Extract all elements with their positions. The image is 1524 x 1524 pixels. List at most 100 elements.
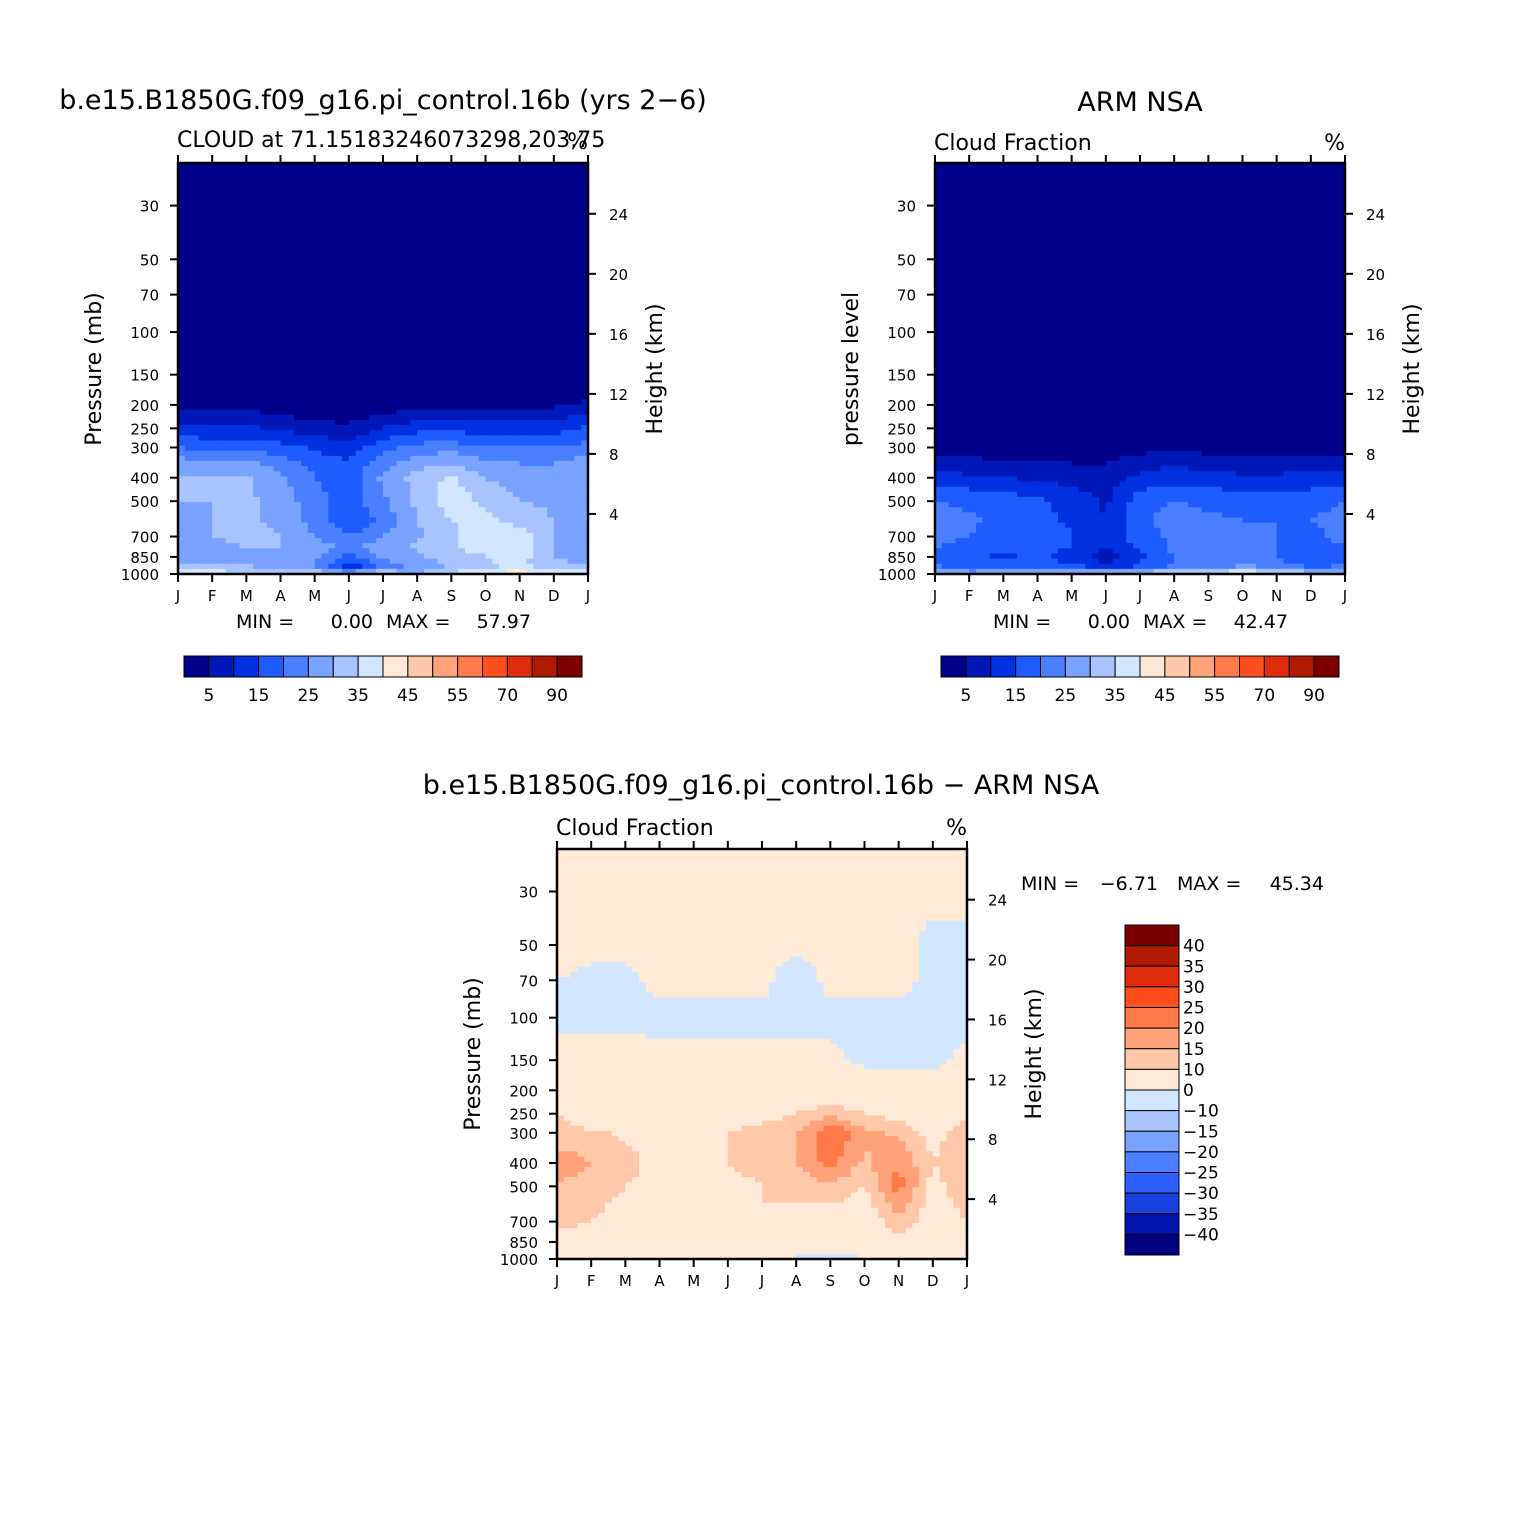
heatmap-cell — [540, 260, 548, 267]
heatmap-cell — [478, 204, 487, 210]
heatmap-cell — [533, 332, 541, 339]
heatmap-cell — [430, 455, 439, 462]
heatmap-cell — [437, 301, 446, 308]
heatmap-cell — [547, 455, 555, 462]
heatmap-cell — [191, 466, 200, 472]
heatmap-cell — [553, 399, 562, 406]
heatmap-cell — [348, 563, 357, 570]
heatmap-cell — [184, 553, 193, 560]
heatmap-cell — [362, 507, 370, 513]
heatmap-cell — [246, 214, 254, 221]
heatmap-cell — [471, 245, 480, 251]
heatmap-cell — [376, 255, 384, 262]
heatmap-cell — [512, 240, 521, 246]
heatmap-cell — [219, 342, 227, 349]
heatmap-cell — [417, 383, 425, 390]
heatmap-cell — [280, 563, 288, 570]
heatmap-cell — [492, 311, 500, 318]
heatmap-cell — [444, 553, 452, 560]
heatmap-cell — [540, 245, 548, 251]
heatmap-cell — [478, 168, 487, 174]
heatmap-cell — [478, 317, 487, 323]
heatmap-cell — [458, 183, 466, 190]
heatmap-cell — [533, 435, 541, 442]
heatmap-cell — [246, 471, 254, 477]
heatmap-cell — [553, 435, 562, 442]
heatmap-cell — [246, 163, 254, 169]
heatmap-cell — [499, 296, 507, 303]
heatmap-cell — [574, 337, 582, 344]
heatmap-cell — [273, 389, 282, 395]
colorbar-swatch — [382, 655, 409, 678]
heatmap-cell — [512, 327, 521, 334]
heatmap-cell — [287, 476, 295, 483]
heatmap-cell — [547, 178, 555, 185]
heatmap-cell — [184, 183, 193, 190]
heatmap-cell — [246, 558, 254, 565]
heatmap-cell — [451, 363, 459, 370]
heatmap-cell — [424, 399, 432, 406]
heatmap-cell — [328, 270, 336, 277]
heatmap-cell — [383, 306, 391, 313]
heatmap-cell — [444, 301, 452, 308]
heatmap-cell — [465, 276, 473, 282]
heatmap-cell — [239, 486, 247, 493]
heatmap-cell — [301, 399, 309, 406]
heatmap-cell — [253, 481, 261, 488]
heatmap-cell — [410, 481, 418, 488]
heatmap-cell — [512, 409, 521, 416]
heatmap-cell — [376, 327, 384, 334]
heatmap-cell — [342, 548, 350, 555]
heatmap-cell — [547, 440, 555, 447]
heatmap-cell — [383, 383, 391, 390]
heatmap-cell — [547, 399, 555, 406]
heatmap-cell — [581, 527, 588, 534]
heatmap-cell — [273, 188, 282, 195]
heatmap-cell — [219, 476, 227, 483]
heatmap-cell — [499, 538, 507, 544]
heatmap-cell — [396, 512, 405, 519]
heatmap-cell — [444, 245, 452, 251]
heatmap-cell — [560, 255, 569, 262]
heatmap-cell — [567, 502, 575, 508]
heatmap-cell — [540, 276, 548, 282]
heatmap-cell — [225, 548, 234, 555]
heatmap-cell — [512, 378, 521, 385]
heatmap-cell — [280, 265, 288, 272]
heatmap-cell — [219, 466, 227, 472]
heatmap-cell — [935, 240, 943, 246]
heatmap-cell — [342, 209, 350, 215]
heatmap-cell — [287, 342, 295, 349]
heatmap-cell — [410, 188, 418, 195]
colorbar-swatch — [357, 655, 384, 678]
heatmap-cell — [314, 347, 323, 354]
heatmap-cell — [526, 491, 534, 498]
heatmap-cell — [451, 476, 459, 483]
heatmap-cell — [396, 440, 405, 447]
heatmap-cell — [519, 450, 528, 457]
heatmap-cell — [280, 347, 288, 354]
heatmap-cell — [321, 522, 329, 529]
heatmap-cell — [471, 168, 480, 174]
heatmap-cell — [581, 183, 588, 190]
heatmap-cell — [581, 425, 588, 431]
heatmap-cell — [273, 491, 282, 498]
heatmap-cell — [287, 358, 295, 364]
heatmap-cell — [396, 455, 405, 462]
heatmap-cell — [355, 183, 364, 190]
heatmap-cell — [410, 250, 418, 257]
heatmap-cell — [444, 173, 452, 180]
heatmap-cell — [492, 322, 500, 328]
heatmap-cell — [417, 378, 425, 385]
heatmap-cell — [191, 322, 200, 328]
heatmap-cell — [437, 455, 446, 462]
heatmap-cell — [471, 224, 480, 231]
heatmap-cell — [526, 563, 534, 570]
heatmap-cell — [471, 250, 480, 257]
heatmap-cell — [191, 296, 200, 303]
heatmap-cell — [935, 481, 943, 488]
heatmap-cell — [533, 163, 541, 169]
heatmap-cell — [430, 234, 439, 241]
heatmap-cell — [342, 507, 350, 513]
heatmap-cell — [342, 409, 350, 416]
